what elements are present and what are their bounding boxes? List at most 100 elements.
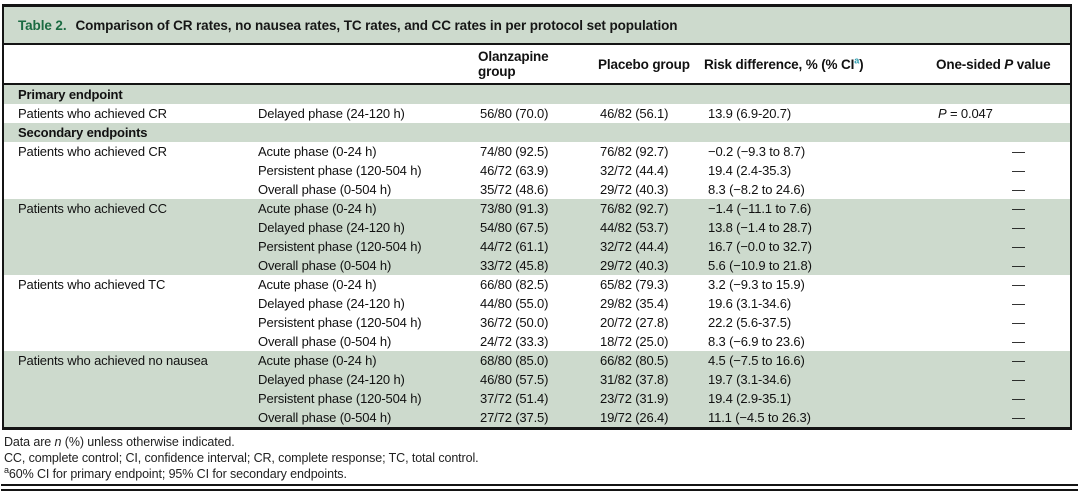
risk-cell: 19.4 (2.9-35.1) [696, 389, 928, 408]
phase-cell: Acute phase (0-24 h) [248, 351, 470, 370]
endpoint-cell [4, 218, 248, 237]
olanzapine-cell: 35/72 (48.6) [480, 182, 549, 197]
endpoint-cell: Patients who achieved CC [4, 199, 248, 218]
header-p-value: One-sided P value [928, 45, 1070, 85]
olanzapine-cell: 68/80 (85.0) [470, 351, 590, 370]
phase-cell: Acute phase (0-24 h) [258, 277, 377, 292]
placebo-cell: 19/72 (26.4) [590, 408, 696, 427]
p-cell: — [928, 199, 1070, 218]
endpoint-cell [4, 294, 248, 313]
endpoint-cell [4, 237, 248, 256]
phase-cell: Persistent phase (120-504 h) [248, 389, 470, 408]
phase-cell: Persistent phase (120-504 h) [248, 237, 470, 256]
table-row: Overall phase (0-504 h) 27/72 (37.5) 19/72… [4, 408, 1070, 427]
section-label: Secondary endpoints [4, 123, 1070, 142]
risk-cell: 4.5 (−7.5 to 16.6) [696, 351, 928, 370]
table-row: Persistent phase (120-504 h) 44/72 (61.1)… [4, 237, 1070, 256]
footnote-line: CC, complete control; CI, confidence int… [4, 451, 479, 465]
olanzapine-cell: 56/80 (70.0) [480, 106, 549, 121]
phase-cell: Persistent phase (120-504 h) [258, 315, 422, 330]
phase-cell: Overall phase (0-504 h) [248, 408, 470, 427]
section-label: Primary endpoint [4, 84, 1070, 104]
endpoint-cell: Patients who achieved TC [18, 277, 166, 292]
phase-cell: Acute phase (0-24 h) [258, 144, 377, 159]
table-row: Delayed phase (24-120 h) 44/80 (55.0) 29/8… [4, 294, 1070, 313]
risk-cell: 13.9 (6.9-20.7) [708, 106, 792, 121]
p-cell: — [1012, 334, 1025, 349]
table-row: Persistent phase (120-504 h) 36/72 (50.0)… [4, 313, 1070, 332]
header-risk-difference: Risk difference, % (% CIa) [696, 45, 928, 85]
p-cell: — [928, 218, 1070, 237]
placebo-cell: 65/82 (79.3) [600, 277, 669, 292]
header-placebo-group: Placebo group [590, 45, 696, 85]
olanzapine-cell: 46/72 (63.9) [480, 163, 549, 178]
risk-cell: 16.7 (−0.0 to 32.7) [696, 237, 928, 256]
placebo-cell: 44/82 (53.7) [590, 218, 696, 237]
phase-cell: Delayed phase (24-120 h) [248, 370, 470, 389]
risk-cell: 22.2 (5.6-37.5) [708, 315, 792, 330]
phase-cell: Persistent phase (120-504 h) [258, 163, 422, 178]
endpoint-cell [4, 370, 248, 389]
placebo-cell: 76/82 (92.7) [600, 144, 669, 159]
p-cell: — [1012, 182, 1025, 197]
olanzapine-cell: 37/72 (51.4) [470, 389, 590, 408]
olanzapine-cell: 24/72 (33.3) [480, 334, 549, 349]
phase-cell: Overall phase (0-504 h) [258, 182, 392, 197]
table-header-row: Olanzapine group Placebo group Risk diff… [4, 45, 1070, 85]
table-row: Delayed phase (24-120 h) 46/80 (57.5) 31/8… [4, 370, 1070, 389]
table-row: Overall phase (0-504 h) 33/72 (45.8) 29/72… [4, 256, 1070, 275]
table-row: Patients who achieved TC Acute phase (0-2… [4, 275, 1070, 294]
placebo-cell: 31/82 (37.8) [590, 370, 696, 389]
p-cell: — [928, 256, 1070, 275]
table-row: Overall phase (0-504 h) 24/72 (33.3) 18/72… [4, 332, 1070, 351]
endpoint-cell [4, 389, 248, 408]
footnote-line: Data are n (%) unless otherwise indicate… [4, 435, 235, 449]
p-cell: — [928, 408, 1070, 427]
p-cell: — [1012, 315, 1025, 330]
risk-cell: −0.2 (−9.3 to 8.7) [708, 144, 806, 159]
olanzapine-cell: 73/80 (91.3) [470, 199, 590, 218]
footnote-line: a60% CI for primary endpoint; 95% CI for… [4, 464, 347, 481]
placebo-cell: 66/82 (80.5) [590, 351, 696, 370]
table-row: Persistent phase (120-504 h) 46/72 (63.9)… [4, 161, 1070, 180]
risk-cell: 8.3 (−6.9 to 23.6) [708, 334, 805, 349]
endpoint-cell: Patients who achieved CR [18, 144, 167, 159]
header-endpoint [4, 45, 248, 85]
endpoint-cell [4, 332, 248, 351]
phase-cell: Delayed phase (24-120 h) [258, 106, 405, 121]
risk-cell: −1.4 (−11.1 to 7.6) [696, 199, 928, 218]
p-cell: — [928, 237, 1070, 256]
placebo-cell: 20/72 (27.8) [600, 315, 669, 330]
risk-cell: 13.8 (−1.4 to 28.7) [696, 218, 928, 237]
p-cell: — [1012, 296, 1025, 311]
table-row: Patients who achieved CR Acute phase (0-2… [4, 142, 1070, 161]
placebo-cell: 46/82 (56.1) [600, 106, 669, 121]
p-cell: — [1012, 163, 1025, 178]
olanzapine-cell: 74/80 (92.5) [480, 144, 549, 159]
table-row: Overall phase (0-504 h) 35/72 (48.6) 29/72… [4, 180, 1070, 199]
olanzapine-cell: 33/72 (45.8) [470, 256, 590, 275]
placebo-cell: 32/72 (44.4) [600, 163, 669, 178]
p-cell: — [928, 370, 1070, 389]
olanzapine-cell: 44/80 (55.0) [480, 296, 549, 311]
risk-cell: 5.6 (−10.9 to 21.8) [696, 256, 928, 275]
phase-cell: Acute phase (0-24 h) [248, 199, 470, 218]
header-phase [248, 45, 470, 85]
table-row: Delayed phase (24-120 h) 54/80 (67.5) 44/8… [4, 218, 1070, 237]
placebo-cell: 32/72 (44.4) [590, 237, 696, 256]
table-body: Primary endpoint Patients who achieved CR… [4, 84, 1070, 427]
header-olanzapine-group: Olanzapine group [470, 45, 590, 85]
endpoint-cell [4, 161, 248, 180]
table-caption: Table 2. Comparison of CR rates, no naus… [4, 7, 1070, 45]
endpoint-cell: Patients who achieved no nausea [4, 351, 248, 370]
p-cell: — [1012, 144, 1025, 159]
endpoint-cell [4, 180, 248, 199]
table-footnotes: Data are n (%) unless otherwise indicate… [4, 434, 479, 482]
risk-cell: 19.6 (3.1-34.6) [708, 296, 792, 311]
endpoint-cell [4, 313, 248, 332]
phase-cell: Overall phase (0-504 h) [258, 334, 392, 349]
olanzapine-cell: 44/72 (61.1) [470, 237, 590, 256]
table-row: Patients who achieved CC Acute phase (0-2… [4, 199, 1070, 218]
risk-cell: 3.2 (−9.3 to 15.9) [708, 277, 805, 292]
